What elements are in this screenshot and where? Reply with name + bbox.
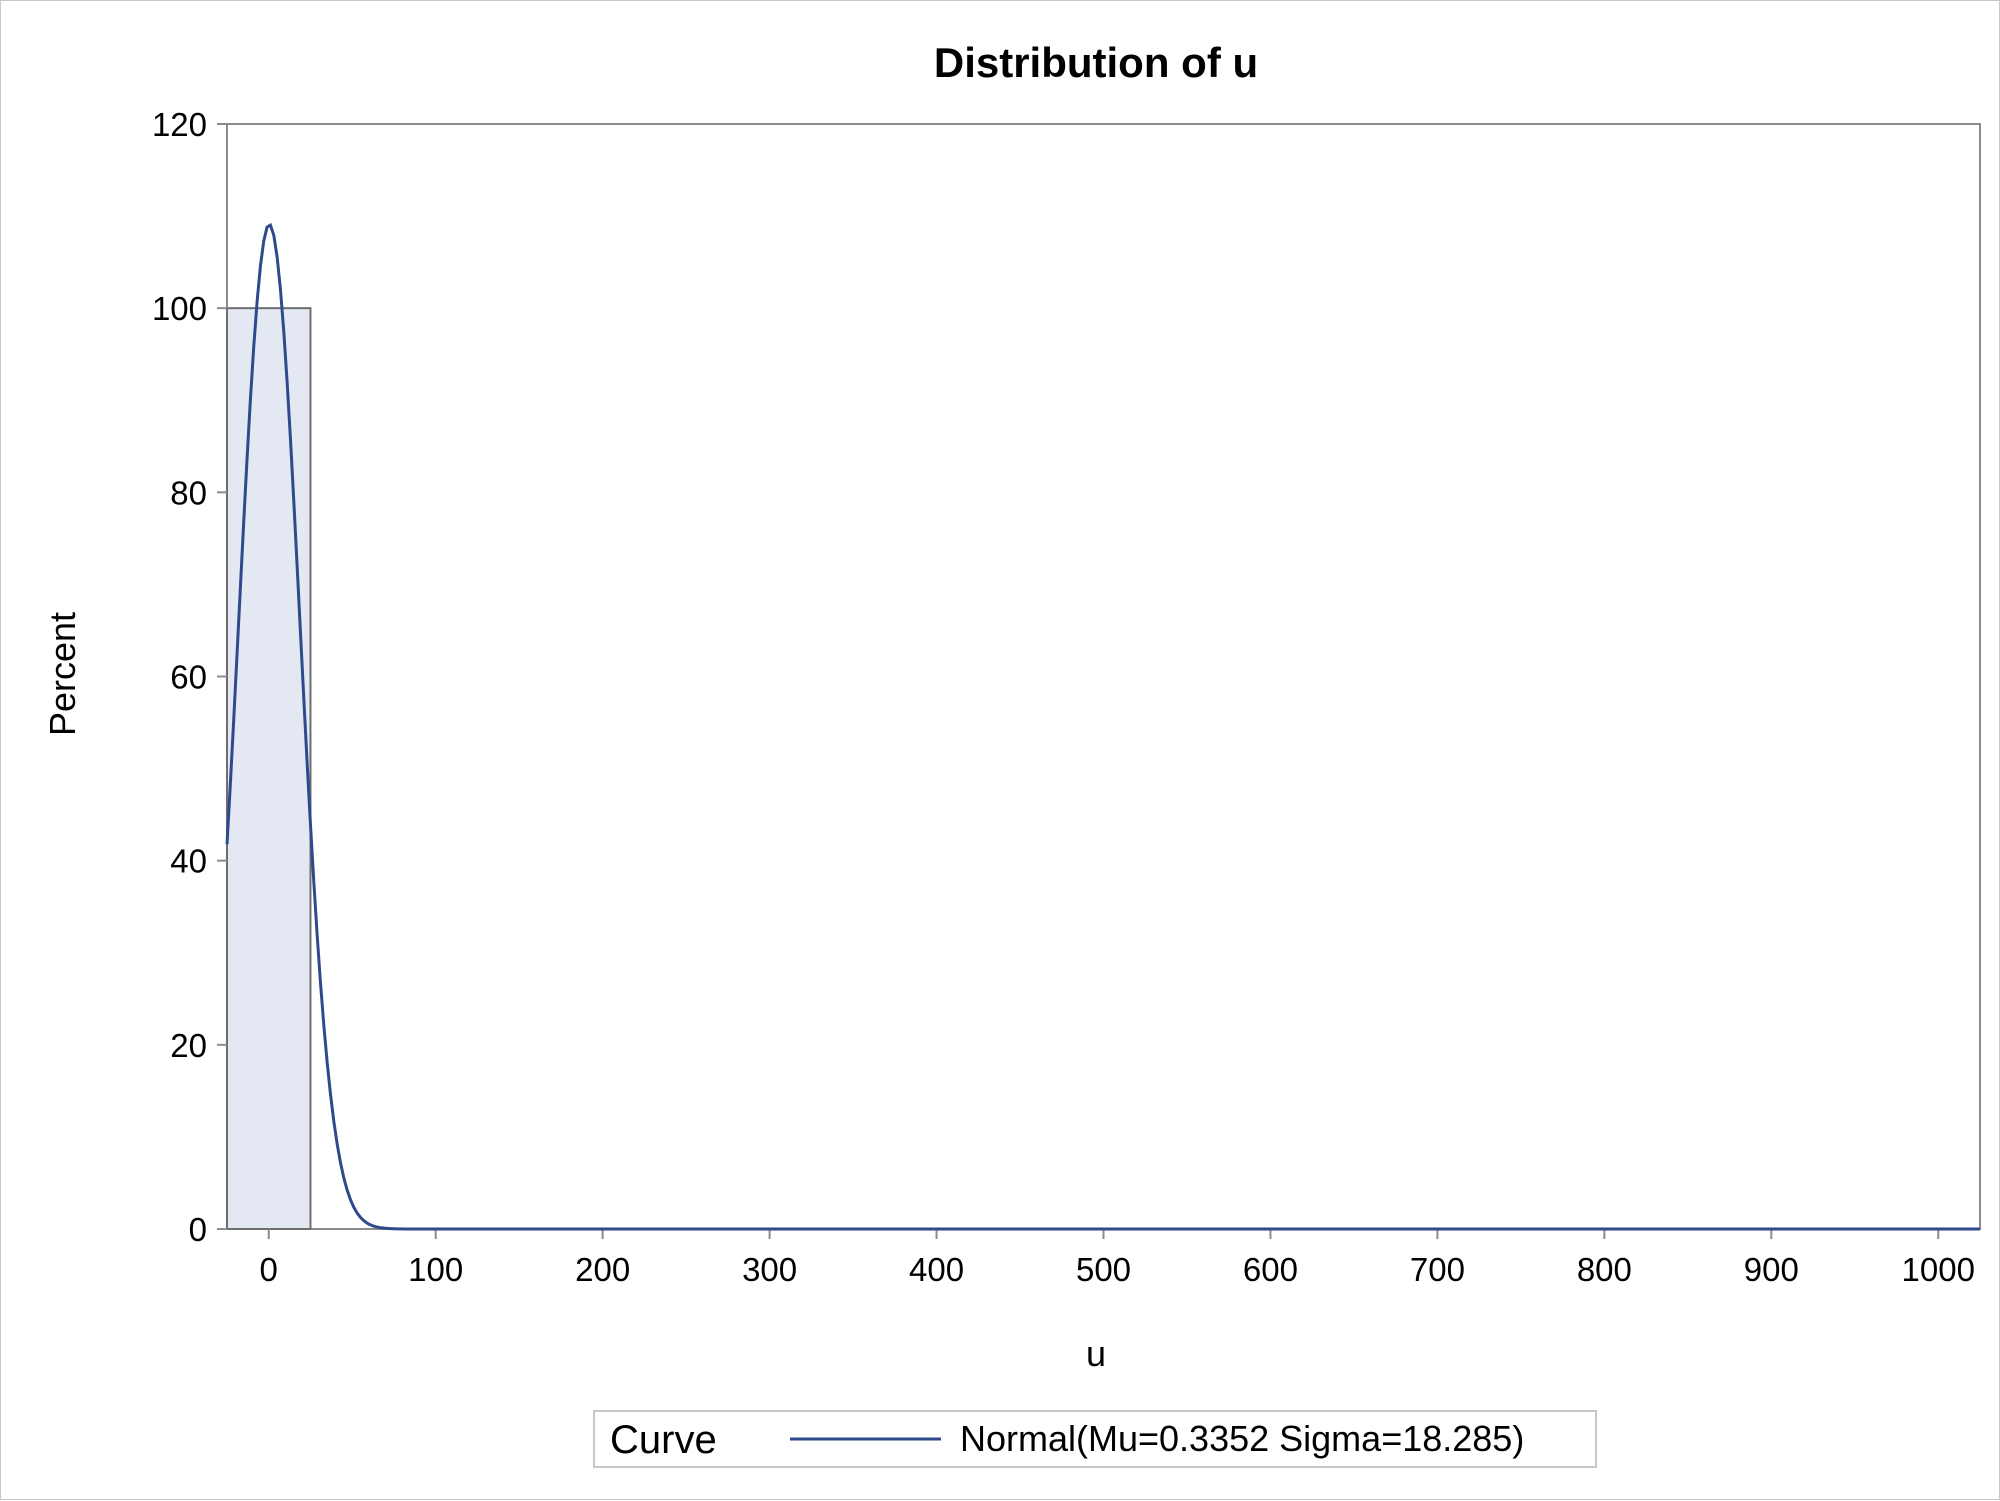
normal-curve-line: [225, 222, 1980, 1231]
plot-frame: [226, 123, 1981, 1230]
x-tick-label-900: 900: [1744, 1251, 1799, 1288]
plot-area: 0 20 40 60 80 100 120 0 100 200 300 400 500 600 700 800…: [152, 106, 1981, 1288]
y-tick-label-40: 40: [170, 843, 207, 880]
y-axis-label: Percent: [42, 612, 83, 736]
x-tick-label-0: 0: [260, 1251, 278, 1288]
x-tick-label-300: 300: [742, 1251, 797, 1288]
x-tick-label-800: 800: [1577, 1251, 1632, 1288]
x-axis-label: u: [1086, 1333, 1106, 1374]
y-tick-label-0: 0: [189, 1211, 207, 1248]
y-tick-label-60: 60: [170, 659, 207, 696]
y-tick-label-120: 120: [152, 106, 207, 143]
legend-title: Curve: [610, 1418, 717, 1462]
legend: Curve Normal(Mu=0.3352 Sigma=18.285): [593, 1410, 1597, 1468]
y-tick-label-20: 20: [170, 1027, 207, 1064]
legend-entry-normal-curve: Normal(Mu=0.3352 Sigma=18.285): [960, 1418, 1524, 1459]
histogram-bar-0: [226, 307, 312, 1230]
y-tick-label-100: 100: [152, 290, 207, 327]
x-tick-label-600: 600: [1243, 1251, 1298, 1288]
y-tick-label-80: 80: [170, 474, 207, 511]
legend-box: [593, 1410, 1597, 1468]
x-tick-label-1000: 1000: [1902, 1251, 1975, 1288]
x-tick-label-100: 100: [408, 1251, 463, 1288]
x-tick-label-200: 200: [575, 1251, 630, 1288]
x-tick-label-700: 700: [1410, 1251, 1465, 1288]
chart-title: Distribution of u: [934, 39, 1258, 86]
x-tick-label-400: 400: [909, 1251, 964, 1288]
x-tick-label-500: 500: [1076, 1251, 1131, 1288]
